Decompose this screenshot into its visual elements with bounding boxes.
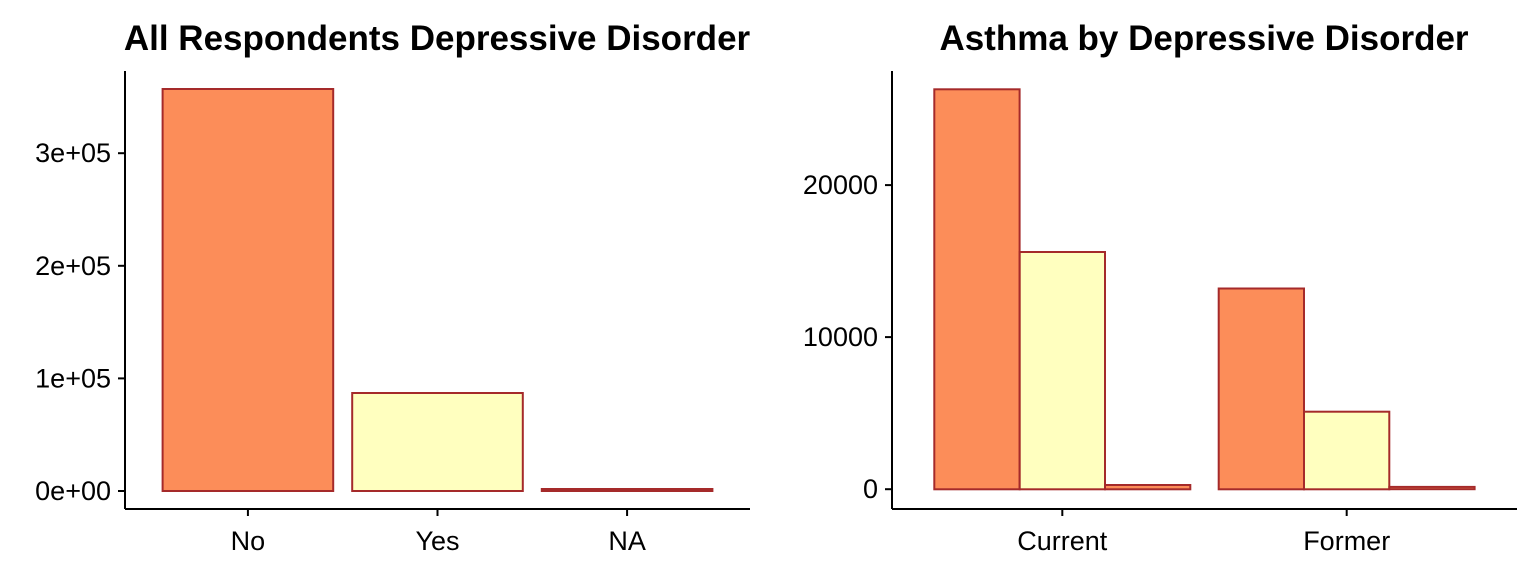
bar-right-former-series-3 <box>1388 485 1476 491</box>
x-tick-label-left-na: NA <box>608 526 646 556</box>
y-ticks-left: 0e+00 1e+05 2e+05 3e+05 <box>35 138 125 506</box>
bar-right-former-series-1 <box>1217 287 1305 491</box>
y-tick-label-right-0: 0 <box>863 474 878 504</box>
y-tick-label-left-0: 0e+00 <box>35 476 111 506</box>
bar-right-former-series-2 <box>1303 410 1391 491</box>
y-tick-label-right-2: 20000 <box>803 170 878 200</box>
y-tick-label-left-3: 3e+05 <box>35 138 111 168</box>
y-ticks-right: 0 10000 20000 <box>803 170 892 504</box>
bar-left-no <box>161 88 335 492</box>
panel-all-respondents: All Respondents Depressive Disorder 0e+0… <box>35 19 750 556</box>
x-tick-label-right-current: Current <box>1017 526 1108 556</box>
panel-asthma: Asthma by Depressive Disorder 0 10000 2000… <box>803 19 1517 556</box>
chart-title-right: Asthma by Depressive Disorder <box>939 19 1468 58</box>
x-tick-label-right-former: Former <box>1303 526 1390 556</box>
bars-left <box>161 88 714 492</box>
x-tick-label-left-yes: Yes <box>415 526 459 556</box>
bar-left-yes <box>351 392 524 492</box>
x-ticks-left: No Yes NA <box>231 509 646 556</box>
bar-right-current-series-2 <box>1018 251 1107 491</box>
bars-right <box>933 88 1476 491</box>
chart-title-left: All Respondents Depressive Disorder <box>124 19 751 58</box>
y-tick-label-left-2: 2e+05 <box>35 251 111 281</box>
x-tick-label-left-no: No <box>231 526 266 556</box>
bar-right-current-series-3 <box>1104 484 1192 491</box>
x-ticks-right: Current Former <box>1017 509 1390 556</box>
y-tick-label-left-1: 1e+05 <box>35 363 111 393</box>
y-tick-label-right-1: 10000 <box>803 322 878 352</box>
bar-left-na <box>540 488 714 492</box>
bar-right-current-series-1 <box>933 88 1021 491</box>
